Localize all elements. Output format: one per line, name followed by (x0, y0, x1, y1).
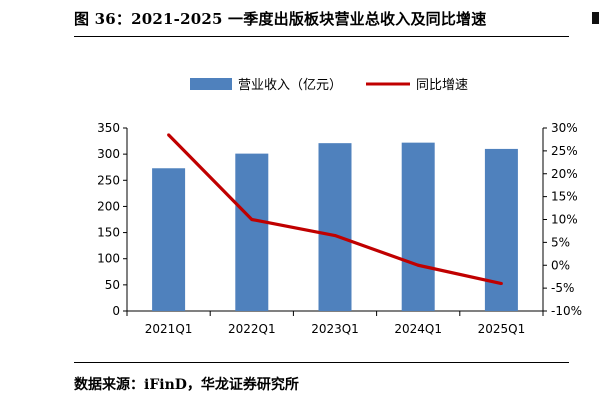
tick-labels: 0 50 100 150 200 250 300 350 -10% -5% 0% 5% 10% 15% 20… (97, 121, 582, 336)
revenue-bar (235, 153, 269, 311)
growth-point (167, 133, 171, 137)
y-right-tick-label: -5% (551, 281, 574, 295)
growth-point (416, 263, 420, 267)
y-right-tick-label: 10% (551, 213, 578, 227)
legend-swatch-bar (190, 78, 232, 90)
bar-series (152, 142, 518, 311)
y-left-tick-label: 0 (112, 304, 120, 318)
legend-label-growth: 同比增速 (416, 78, 468, 93)
growth-point (499, 282, 503, 286)
x-tick-label: 2021Q1 (145, 322, 193, 336)
y-right-tick-label: 25% (551, 144, 578, 158)
y-right-tick-label: 30% (551, 121, 578, 135)
y-right-tick-label: 15% (551, 190, 578, 204)
y-right-tick-label: 0% (551, 258, 570, 272)
title-divider (74, 36, 569, 37)
y-left-tick-label: 150 (97, 226, 120, 240)
source-divider (74, 362, 569, 363)
legend: 营业收入（亿元） 同比增速 (190, 78, 468, 93)
revenue-bar (484, 148, 518, 311)
y-left-tick-label: 50 (105, 278, 120, 292)
adjacent-page-edge (592, 0, 599, 406)
legend-label-revenue: 营业收入（亿元） (238, 78, 342, 93)
y-left-tick-label: 250 (97, 173, 120, 187)
figure-title: 图 36：2021-2025 一季度出版板块营业总收入及同比增速 (74, 10, 487, 28)
y-left-tick-label: 200 (97, 199, 120, 213)
x-tick-label: 2025Q1 (478, 322, 526, 336)
y-right-tick-label: 5% (551, 235, 570, 249)
y-right-tick-label: -10% (551, 304, 582, 318)
growth-point (250, 218, 254, 221)
y-right-tick-label: 20% (551, 167, 578, 181)
y-left-tick-label: 100 (97, 252, 120, 266)
y-left-tick-label: 350 (97, 121, 120, 135)
revenue-bar (401, 142, 435, 311)
revenue-bar (318, 143, 352, 311)
source-note: 数据来源：iFinD，华龙证券研究所 (74, 377, 299, 393)
adjacent-page-glyph (592, 12, 599, 24)
x-tick-label: 2024Q1 (394, 322, 442, 336)
x-tick-label: 2022Q1 (228, 322, 276, 336)
growth-point (333, 234, 337, 238)
x-tick-label: 2023Q1 (311, 322, 359, 336)
revenue-bar (152, 168, 186, 311)
line-series (167, 133, 503, 286)
y-left-tick-label: 300 (97, 147, 120, 161)
